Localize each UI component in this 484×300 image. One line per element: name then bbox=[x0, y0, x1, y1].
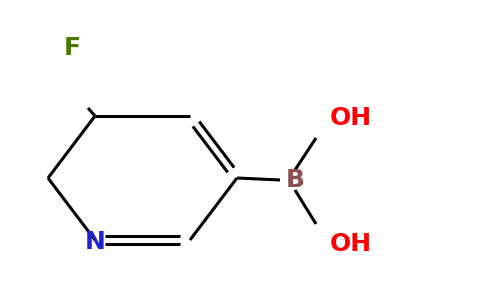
Text: B: B bbox=[286, 168, 304, 192]
Text: F: F bbox=[63, 36, 80, 60]
Text: N: N bbox=[85, 230, 106, 254]
Text: OH: OH bbox=[330, 106, 372, 130]
Text: OH: OH bbox=[330, 232, 372, 256]
